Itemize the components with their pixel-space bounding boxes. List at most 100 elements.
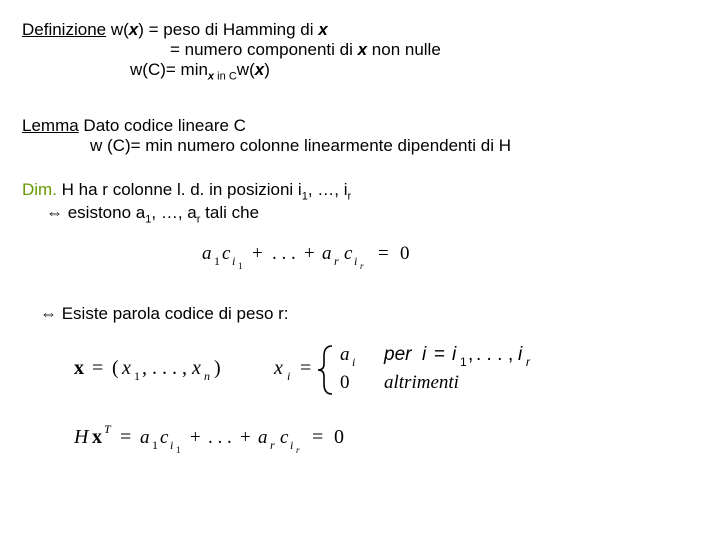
dim-l2-mid: , …, a <box>151 203 196 222</box>
eq2-ai: a <box>340 344 350 365</box>
eq1-eq: = <box>378 243 389 264</box>
equation-3-svg: H x T = a 1 c i 1 + . . . + a r c i r = … <box>74 421 374 455</box>
eq3-c1-sub1: 1 <box>176 445 181 455</box>
dim-l1-mid: , …, i <box>308 180 348 199</box>
biarrow-icon-2: ⇔ <box>40 304 57 323</box>
eq2-zero: 0 <box>340 372 350 393</box>
eq2-lpar: ( <box>112 357 119 379</box>
definition-label: Definizione <box>22 20 106 39</box>
dim-l2-end: tali che <box>200 203 259 222</box>
eq3-cr-i: i <box>290 438 293 452</box>
dim-label: Dim. <box>22 180 57 199</box>
dim-block: Dim. H ha r colonne l. d. in posizioni i… <box>22 180 698 225</box>
eq2-x1: x <box>121 357 131 379</box>
equation-2-svg: x = ( x 1 , . . . , x n ) x i = a i <box>74 340 634 398</box>
eq1-c1: c <box>222 243 231 264</box>
lemma-label: Lemma <box>22 116 79 135</box>
eq1-ar: a <box>322 243 332 264</box>
eq2-brace <box>318 346 332 394</box>
eq2-xvec: x <box>74 357 84 379</box>
eq1-c1-sub-i: i <box>232 254 235 268</box>
eq2-i1-sub: 1 <box>460 355 467 369</box>
eq2-eq3: = <box>434 344 445 365</box>
definition-line-2: = numero componenti di x non nulle <box>170 40 698 60</box>
eq3-c1: c <box>160 427 169 448</box>
eq1-c1-subsub: 1 <box>238 261 243 271</box>
eq2-i: i <box>422 344 427 365</box>
eq1-cr-subsub-r: r <box>360 261 364 271</box>
eq2-i1: i <box>452 344 457 365</box>
equation-1-svg: a 1 c i 1 + . . . + a r c i r = 0 <box>202 239 442 273</box>
dim-l1-rest: H ha r colonne l. d. in posizioni i <box>57 180 302 199</box>
lemma-block: Lemma Dato codice lineare C w (C)= min n… <box>22 116 698 156</box>
eq3-x: x <box>92 426 102 448</box>
equation-1: a 1 c i 1 + . . . + a r c i r = 0 <box>202 239 698 278</box>
equation-2: x = ( x 1 , . . . , x n ) x i = a i <box>74 340 698 403</box>
eq2-ir-sub: r <box>526 355 531 369</box>
definition-line-1: Definizione w(x) = peso di Hamming di x <box>22 20 698 40</box>
def-l2-pre: = numero componenti di <box>170 40 358 59</box>
definition-block: Definizione w(x) = peso di Hamming di x … <box>22 20 698 82</box>
eq3-a1: a <box>140 427 150 448</box>
lemma-l1-rest: Dato codice lineare C <box>79 116 246 135</box>
dim-l1-subr: r <box>348 191 352 203</box>
eq3-ar: a <box>258 427 268 448</box>
eq2-eq1: = <box>92 357 103 379</box>
eq2-altrimenti: altrimenti <box>384 372 459 393</box>
eq1-cr-sub-i: i <box>354 254 357 268</box>
eq3-H: H <box>74 426 90 448</box>
def-l3-pre: w(C)= min <box>130 60 208 79</box>
eq3-plus2: + <box>240 427 251 448</box>
lemma-line-1: Lemma Dato codice lineare C <box>22 116 698 136</box>
eq2-xi: x <box>273 357 283 379</box>
eq3-eq1: = <box>120 426 131 448</box>
eq1-zero: 0 <box>400 243 410 264</box>
definition-line-3: w(C)= minx in Cw(x) <box>130 60 698 82</box>
eq2-xi-sub: i <box>287 369 290 383</box>
eq1-plus1: + <box>252 243 263 264</box>
eq3-zero: 0 <box>334 426 344 448</box>
def-l3-mid: w( <box>237 60 255 79</box>
equation-3: H x T = a 1 c i 1 + . . . + a r c i r = … <box>74 421 698 460</box>
def-l3-sub-rest: in C <box>214 70 237 82</box>
eq2-comma1: , <box>142 357 147 379</box>
eq3-dots: . . . <box>208 427 232 448</box>
eq2-eq2: = <box>300 357 311 379</box>
eq2-comma2: , <box>182 357 187 379</box>
eq2-rpar: ) <box>214 357 221 379</box>
def-wx-pre: w( <box>106 20 129 39</box>
eq1-dots: . . . <box>272 243 296 264</box>
eq2-x1-sub: 1 <box>134 369 140 383</box>
eq2-comma3: , <box>468 344 473 365</box>
conclusion-line: ⇔ Esiste parola codice di peso r: <box>40 304 698 324</box>
def-wx-post: ) = peso di Hamming di <box>138 20 318 39</box>
dim-l2-rest: esistono a <box>63 203 145 222</box>
eq2-comma4: , <box>508 344 513 365</box>
biarrow-icon: ⇔ <box>46 203 63 222</box>
eq2-ir: i <box>518 344 523 365</box>
eq3-plus1: + <box>190 427 201 448</box>
eq1-plus2: + <box>304 243 315 264</box>
eq1-cr: c <box>344 243 353 264</box>
def-l3-post: ) <box>264 60 270 79</box>
conclusion-text: Esiste parola codice di peso r: <box>57 304 289 323</box>
dim-line-2: ⇔ esistono a1, …, ar tali che <box>46 203 698 225</box>
eq3-a1-sub: 1 <box>152 438 158 452</box>
eq2-dots1: . . . <box>152 357 177 379</box>
eq3-cr-subr: r <box>296 445 300 455</box>
eq3-T: T <box>104 422 112 436</box>
def-l2-post: non nulle <box>367 40 441 59</box>
eq2-dots2: . . . <box>476 344 502 365</box>
def-l3-x: x <box>255 60 264 79</box>
eq1-a1-sub: 1 <box>214 254 220 268</box>
eq1-a1: a <box>202 243 212 264</box>
def-x-2: x <box>318 20 327 39</box>
eq1-ar-sub: r <box>334 254 339 268</box>
def-l2-x: x <box>358 40 367 59</box>
eq3-c1-i: i <box>170 438 173 452</box>
slide-page: Definizione w(x) = peso di Hamming di x … <box>0 0 720 480</box>
eq2-xn: x <box>191 357 201 379</box>
def-x-1: x <box>129 20 138 39</box>
eq2-xn-sub: n <box>204 369 210 383</box>
eq2-ai-sub: i <box>352 355 355 369</box>
